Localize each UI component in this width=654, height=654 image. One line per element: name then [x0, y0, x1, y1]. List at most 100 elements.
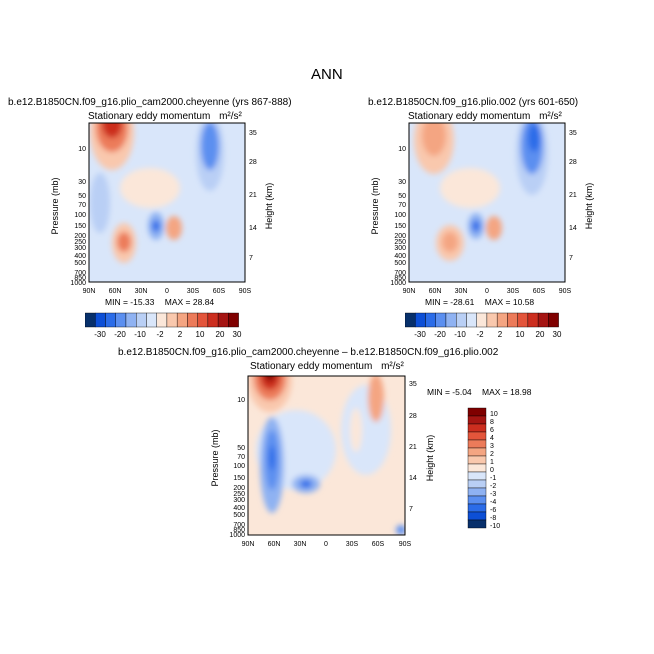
colorbar-swatch	[405, 312, 416, 328]
colorbar-swatch	[467, 511, 487, 521]
x-tick-label: 90S	[239, 288, 252, 295]
colorbar-swatch	[197, 312, 209, 328]
p-tick-label: 850	[233, 527, 245, 534]
y-axis-label: Pressure (mb)	[210, 429, 220, 486]
cb-label: -1	[490, 475, 496, 482]
p-tick-label: 1000	[229, 532, 245, 539]
colorbar-swatch	[156, 312, 168, 328]
p-tick-label: 100	[233, 463, 245, 470]
case-title: b.e12.B1850CN.f09_g16.plio.002 (yrs 601-…	[368, 97, 579, 108]
h-tick-label: 28	[409, 413, 417, 420]
cb-label: 30	[553, 330, 562, 339]
p-tick-label: 30	[78, 179, 86, 186]
x-tick-label: 90S	[559, 288, 572, 295]
y2-axis-label: Height (km)	[264, 183, 274, 230]
p-ticks: 10 50 70 100 150 200 250 300 400 500 700…	[229, 397, 245, 539]
cb-label: -10	[134, 330, 146, 339]
p-tick-label: 70	[237, 454, 245, 461]
cb-label: -4	[490, 499, 496, 506]
colorbar-swatch	[105, 312, 116, 328]
min-value: -15.33	[130, 297, 155, 307]
cb-label: -3	[490, 491, 496, 498]
x-tick-label: 60N	[429, 288, 442, 295]
x-tick-label: 0	[165, 288, 169, 295]
colorbar-swatch	[415, 312, 426, 328]
plot-subtitle: Stationary eddy momentum m²/s²	[88, 111, 242, 122]
cb-label: -30	[94, 330, 106, 339]
p-tick-label: 100	[394, 212, 406, 219]
case-title: b.e12.B1850CN.f09_g16.plio_cam2000.cheye…	[8, 97, 292, 108]
plot-subtitle: Stationary eddy momentum m²/s²	[408, 111, 562, 122]
max-label: MAX =	[482, 387, 508, 397]
p-tick-label: 700	[394, 270, 406, 277]
h-tick-label: 35	[569, 130, 577, 137]
p-tick-label: 150	[233, 475, 245, 482]
p-tick-label: 250	[74, 239, 86, 246]
colorbar-swatch	[548, 312, 559, 328]
x-tick-label: 30S	[346, 541, 359, 548]
colorbar-case2: -30 -20 -10 -2 2 10 20 30	[405, 312, 562, 339]
p-tick-label: 10	[398, 146, 406, 153]
p-ticks: 10 30 50 70 100 150 200 250 300 400 500 …	[70, 146, 86, 287]
p-tick-label: 1000	[70, 280, 86, 287]
h-tick-label: 21	[569, 192, 577, 199]
p-tick-label: 250	[394, 239, 406, 246]
colorbar-swatch	[537, 312, 549, 328]
heatmap-case2: 90N 60N 30N 0 30S 60S 90S 10 30 50 70 10…	[370, 122, 594, 295]
p-tick-label: 850	[74, 275, 86, 282]
colorbar-swatch	[456, 312, 467, 328]
x-tick-label: 60S	[533, 288, 546, 295]
y2-axis-label: Height (km)	[584, 183, 594, 230]
p-tick-label: 500	[74, 260, 86, 267]
h-tick-label: 35	[409, 381, 417, 388]
colorbar-swatch	[228, 312, 239, 328]
min-label: MIN =	[427, 387, 450, 397]
x-tick-label: 0	[324, 541, 328, 548]
x-tick-label: 30N	[294, 541, 307, 548]
cb-label: -10	[454, 330, 466, 339]
colorbar-swatch	[496, 312, 508, 328]
colorbar-swatch	[187, 312, 198, 328]
subtitle-text: Stationary eddy momentum	[408, 111, 531, 122]
h-ticks: 35 28 21 14 7	[569, 130, 577, 262]
x-tick-label: 90N	[403, 288, 416, 295]
cb-label: -6	[490, 507, 496, 514]
colorbar-labels: -30 -20 -10 -2 2 10 20 30	[414, 330, 562, 339]
h-tick-label: 35	[249, 130, 257, 137]
colorbar-swatch	[85, 312, 96, 328]
colorbar-swatch	[467, 479, 487, 489]
p-tick-label: 150	[394, 223, 406, 230]
p-tick-label: 50	[78, 193, 86, 200]
max-value: 28.84	[192, 297, 215, 307]
p-tick-label: 200	[233, 485, 245, 492]
x-tick-label: 30S	[507, 288, 520, 295]
p-tick-label: 1000	[390, 280, 406, 287]
cb-label: 8	[490, 419, 494, 426]
cb-label: -2	[156, 330, 164, 339]
plot-frame	[408, 122, 566, 283]
colorbar-swatch	[217, 312, 229, 328]
subtitle-text: Stationary eddy momentum	[250, 361, 373, 372]
colorbar-swatch	[467, 407, 487, 417]
min-label: MIN =	[425, 297, 448, 307]
y-axis-label: Pressure (mb)	[50, 177, 60, 234]
max-label: MAX =	[484, 297, 511, 307]
h-tick-label: 7	[569, 255, 573, 262]
x-tick-label: 30S	[187, 288, 200, 295]
colorbar-swatch	[435, 312, 447, 328]
x-tick-label: 60N	[109, 288, 122, 295]
plot-frame	[88, 122, 246, 283]
x-tick-label: 90S	[399, 541, 412, 548]
h-tick-label: 14	[249, 225, 257, 232]
colorbar-labels: 10 8 6 4 3 2 1 0 -1 -2 -3 -4 -6 -8 -10	[490, 411, 500, 530]
x-tick-label: 30N	[455, 288, 468, 295]
cb-label: 2	[490, 451, 494, 458]
h-tick-label: 28	[569, 159, 577, 166]
max-value: 18.98	[510, 387, 532, 397]
minmax-case2: MIN = -28.61 MAX = 10.58	[425, 297, 534, 307]
cb-label: -2	[476, 330, 484, 339]
cb-label: 10	[490, 411, 498, 418]
feature-sh-strat-pos	[368, 376, 384, 422]
units-label: m²/s²	[381, 361, 404, 372]
p-ticks: 10 30 50 70 100 150 200 250 300 400 500 …	[390, 146, 406, 287]
